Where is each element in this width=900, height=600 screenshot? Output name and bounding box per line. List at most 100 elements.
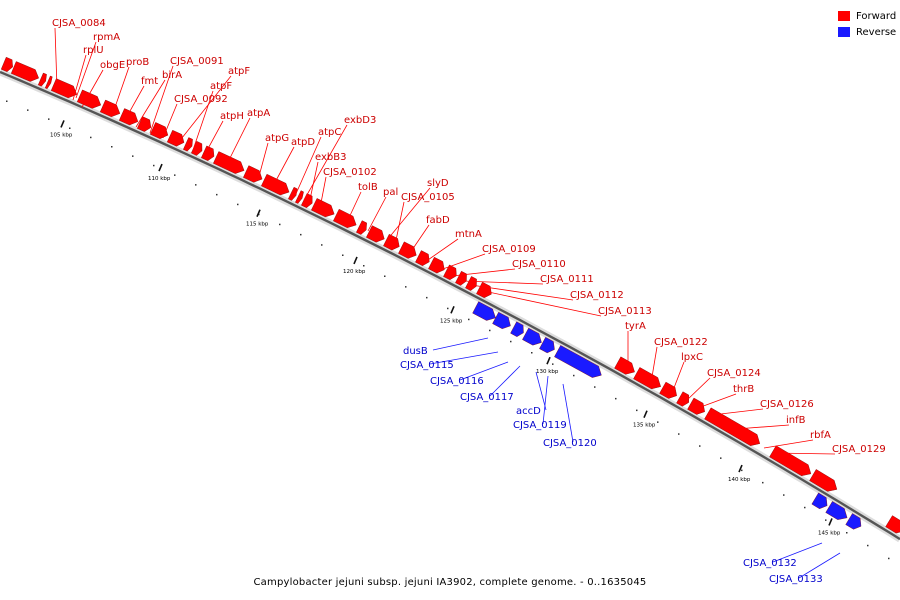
reverse-gene[interactable] [825,501,848,520]
forward-gene-label[interactable]: CJSA_0124 [707,368,761,379]
forward-gene[interactable] [366,225,385,243]
forward-gene-label[interactable]: CJSA_0092 [174,94,228,105]
forward-gene-label[interactable]: rbfA [810,430,831,441]
forward-gene-label[interactable]: infB [786,415,806,426]
reverse-gene[interactable] [539,337,555,354]
forward-gene-label[interactable]: mtnA [455,229,482,240]
forward-gene-label[interactable]: atpF [210,81,232,92]
reverse-gene-label[interactable]: CJSA_0117 [460,392,514,403]
forward-gene[interactable] [428,256,445,274]
forward-gene-label[interactable]: proB [126,57,149,68]
reverse-gene-label[interactable]: CJSA_0120 [543,438,597,449]
forward-gene-label[interactable]: tolB [358,182,378,193]
guide-dot [363,265,365,267]
reverse-gene-label[interactable]: accD [516,406,541,417]
reverse-gene-label[interactable]: CJSA_0116 [430,376,484,387]
forward-gene[interactable] [398,241,417,259]
forward-leader-line [451,268,516,277]
forward-gene[interactable] [183,137,193,152]
forward-gene-label[interactable]: atpD [291,137,315,148]
forward-gene[interactable] [809,469,838,492]
forward-gene[interactable] [213,151,245,174]
forward-gene-label[interactable]: atpH [220,111,244,122]
forward-gene-label[interactable]: CJSA_0105 [401,192,455,203]
forward-gene-label[interactable]: obgE [100,60,125,71]
forward-gene-label[interactable]: atpA [247,108,270,119]
reverse-gene-label[interactable]: dusB [403,346,428,357]
forward-gene-label[interactable]: CJSA_0110 [512,259,566,270]
reverse-gene[interactable] [811,492,828,510]
forward-gene-label[interactable]: slyD [427,178,449,189]
forward-gene[interactable] [243,165,263,183]
forward-gene-label[interactable]: CJSA_0084 [52,18,106,29]
forward-gene[interactable] [676,391,690,407]
forward-leader-line [112,66,130,114]
forward-gene[interactable] [118,108,139,126]
forward-gene[interactable] [333,208,357,229]
forward-gene[interactable] [261,173,290,196]
reverse-gene-label[interactable]: CJSA_0115 [400,360,454,371]
forward-gene[interactable] [687,397,705,415]
forward-gene-label[interactable]: fmt [141,76,158,87]
forward-gene[interactable] [50,78,78,99]
forward-gene-label[interactable]: pal [383,187,398,198]
forward-gene[interactable] [465,276,477,291]
forward-gene[interactable] [166,129,185,147]
forward-gene-label[interactable]: fabD [426,215,450,226]
reverse-gene-label[interactable]: CJSA_0133 [769,574,823,585]
forward-gene[interactable] [149,122,169,139]
forward-leader-line [386,187,431,241]
forward-gene-label[interactable]: CJSA_0126 [760,399,814,410]
forward-gene-label[interactable]: rplU [83,45,104,56]
forward-gene[interactable] [311,198,335,218]
forward-gene-label[interactable]: CJSA_0091 [170,56,224,67]
forward-gene[interactable] [76,89,102,109]
forward-gene[interactable] [614,356,635,375]
forward-gene[interactable] [885,515,900,534]
forward-gene-label[interactable]: CJSA_0111 [540,274,594,285]
forward-gene[interactable] [455,270,467,286]
forward-gene[interactable] [356,220,367,235]
forward-gene[interactable] [476,281,492,299]
forward-gene[interactable] [201,145,215,161]
forward-gene-label[interactable]: atpF [228,66,250,77]
reverse-gene[interactable] [510,321,524,337]
forward-gene[interactable] [659,381,677,399]
forward-gene[interactable] [295,190,304,204]
reverse-gene[interactable] [522,327,542,346]
forward-gene[interactable] [37,72,47,87]
forward-gene-label[interactable]: CJSA_0109 [482,244,536,255]
forward-gene-label[interactable]: thrB [733,384,754,395]
reverse-gene-label[interactable]: CJSA_0119 [513,420,567,431]
forward-gene-label[interactable]: exbB3 [315,152,346,163]
forward-gene-label[interactable]: birA [162,70,182,81]
forward-gene[interactable] [704,407,761,446]
forward-gene-label[interactable]: rpmA [93,32,120,43]
reverse-gene[interactable] [492,311,511,330]
forward-gene[interactable] [633,367,661,390]
forward-gene[interactable] [0,56,13,72]
forward-gene-label[interactable]: atpG [265,133,289,144]
forward-gene-label[interactable]: tyrA [625,321,646,332]
reverse-gene[interactable] [472,301,496,321]
forward-gene[interactable] [191,140,203,156]
forward-gene-label[interactable]: exbD3 [344,115,376,126]
forward-gene[interactable] [443,264,457,281]
forward-gene[interactable] [44,75,53,90]
forward-gene-label[interactable]: lpxC [681,352,703,363]
forward-gene[interactable] [99,99,121,118]
reverse-gene[interactable] [554,345,602,378]
forward-gene-label[interactable]: CJSA_0122 [654,337,708,348]
reverse-leader-line [535,371,547,411]
forward-gene[interactable] [301,193,313,208]
forward-gene-label[interactable]: CJSA_0102 [323,167,377,178]
forward-gene-label[interactable]: CJSA_0113 [598,306,652,317]
forward-gene-label[interactable]: CJSA_0112 [570,290,624,301]
forward-gene[interactable] [10,61,39,82]
forward-gene[interactable] [383,233,400,251]
reverse-gene[interactable] [845,513,862,530]
forward-gene-label[interactable]: CJSA_0129 [832,444,886,455]
forward-gene[interactable] [136,116,152,132]
forward-gene-label[interactable]: atpC [318,127,341,138]
reverse-gene-label[interactable]: CJSA_0132 [743,558,797,569]
